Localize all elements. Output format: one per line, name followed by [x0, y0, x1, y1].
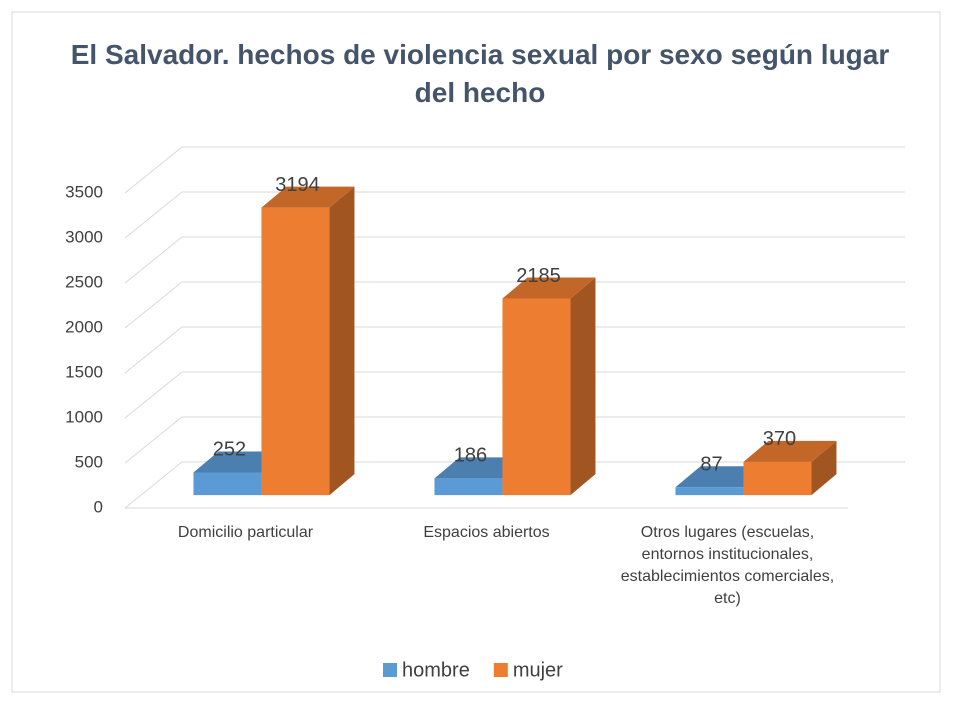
y-tick-label: 2500 — [65, 272, 103, 291]
data-label: 252 — [213, 439, 246, 461]
bar — [434, 478, 503, 496]
grid-line-side — [124, 371, 183, 419]
data-label: 3194 — [275, 174, 320, 196]
grid-line-side — [124, 146, 183, 194]
y-tick-label: 0 — [94, 497, 103, 516]
x-tick-label: Otros lugares (escuelas, entornos instit… — [620, 524, 835, 607]
grid-line-side — [124, 416, 183, 464]
x-tick-label: Espacios abiertos — [423, 524, 550, 541]
y-tick-label: 3000 — [65, 227, 103, 246]
bar-top — [502, 277, 596, 299]
x-tick-label: Domicilio particular — [177, 524, 314, 541]
legend-label: hombre — [402, 659, 470, 681]
bar-top — [261, 186, 355, 208]
bar-side — [811, 440, 837, 496]
bar — [743, 461, 812, 496]
grid-line-side — [124, 236, 183, 284]
bar-side — [570, 277, 596, 496]
bar — [261, 207, 330, 496]
data-label: 370 — [763, 428, 796, 450]
legend-swatch — [493, 663, 508, 677]
bar-top — [743, 440, 837, 462]
chart-title: El Salvador. hechos de violencia sexual … — [70, 39, 890, 108]
y-tick-label: 1000 — [65, 407, 103, 426]
legend-swatch — [383, 663, 397, 677]
legend-label: mujer — [513, 659, 563, 681]
grid-line-side — [124, 461, 183, 509]
bar-side — [329, 186, 355, 496]
bar — [675, 487, 744, 496]
grid-line-side — [124, 326, 183, 374]
grid-line-side — [124, 281, 183, 329]
data-label: 186 — [454, 445, 487, 467]
bar — [193, 472, 262, 496]
y-tick-label: 1500 — [65, 362, 103, 381]
y-tick-label: 500 — [75, 452, 103, 471]
y-tick-label: 2000 — [65, 317, 103, 336]
chart-border — [11, 11, 941, 693]
grid-line-side — [124, 191, 183, 239]
data-label: 87 — [700, 454, 722, 476]
y-tick-label: 3500 — [65, 182, 103, 201]
data-label: 2185 — [516, 265, 561, 287]
bar — [502, 298, 571, 496]
